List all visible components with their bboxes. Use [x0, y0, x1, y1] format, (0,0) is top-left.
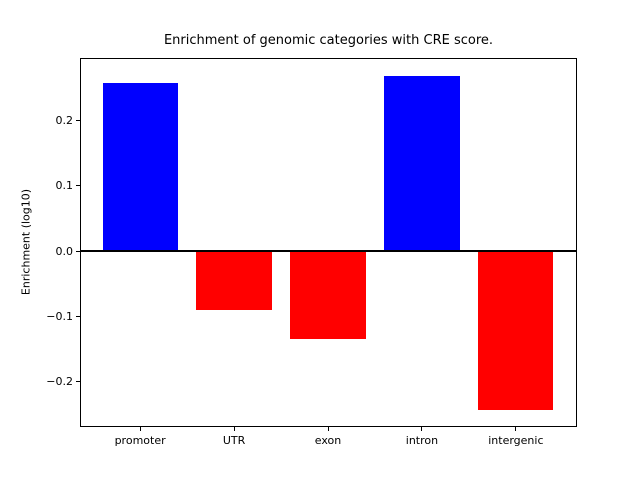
- bar-promoter: [102, 83, 178, 251]
- y-tick-mark: [76, 185, 80, 187]
- y-tick-label: −0.1: [46, 309, 73, 323]
- x-tick-label: promoter: [114, 433, 166, 447]
- x-tick-mark: [233, 426, 235, 431]
- x-tick-mark: [421, 426, 423, 431]
- y-tick-mark: [76, 250, 80, 252]
- y-tick-mark: [76, 119, 80, 121]
- x-tick-label: intron: [405, 433, 439, 447]
- x-tick-mark: [327, 426, 329, 431]
- y-tick-mark: [76, 381, 80, 383]
- y-tick-label: 0.1: [55, 179, 74, 193]
- x-tick-mark: [515, 426, 517, 431]
- bar-intergenic: [478, 251, 554, 411]
- bar-exon: [290, 251, 366, 339]
- y-tick-mark: [76, 315, 80, 317]
- x-tick-mark: [139, 426, 141, 431]
- x-tick-label: exon: [314, 433, 342, 447]
- x-tick-label: UTR: [222, 433, 246, 447]
- bar-UTR: [196, 251, 272, 310]
- y-tick-label: 0.0: [55, 244, 74, 258]
- x-tick-label: intergenic: [488, 433, 544, 447]
- zero-line: [80, 249, 577, 253]
- y-tick-label: 0.2: [55, 113, 74, 127]
- chart-title: Enrichment of genomic categories with CR…: [163, 33, 494, 48]
- y-axis-label: Enrichment (log10): [19, 188, 33, 296]
- y-tick-label: −0.2: [46, 375, 73, 389]
- bar-intron: [384, 75, 460, 251]
